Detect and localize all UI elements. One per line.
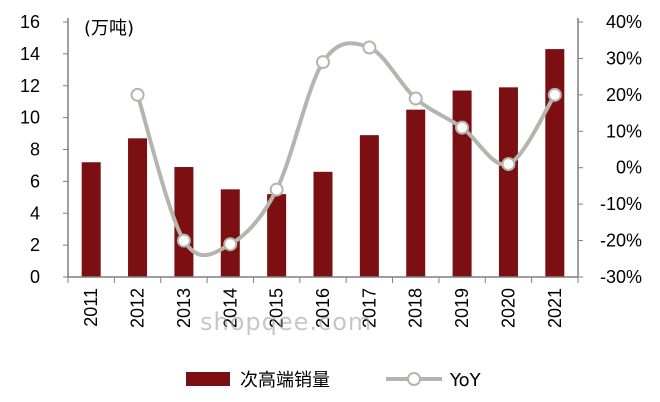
left-tick-label: 14 — [20, 44, 40, 64]
yoy-point-2016 — [316, 55, 330, 70]
x-tick-label: 2019 — [452, 288, 472, 328]
left-tick-label: 0 — [30, 267, 40, 287]
left-tick-label: 6 — [30, 171, 40, 191]
bar-2011 — [81, 162, 101, 277]
left-tick-label: 4 — [30, 203, 40, 223]
right-tick-label: -10% — [600, 194, 642, 214]
bar-2017 — [359, 135, 379, 277]
bar-2016 — [313, 171, 333, 277]
x-tick-label: 2016 — [313, 288, 333, 328]
yoy-point-2017 — [362, 40, 377, 55]
bar-2021 — [545, 49, 565, 277]
legend-bar-swatch — [186, 372, 230, 386]
yoy-point-2019 — [455, 120, 470, 135]
yoy-point-2018 — [408, 91, 423, 106]
legend-line-label: YoY — [449, 370, 482, 391]
bar-2020 — [498, 87, 518, 277]
bar-2018 — [406, 109, 426, 277]
yoy-point-2015 — [269, 182, 284, 197]
yoy-point-2021 — [547, 87, 562, 102]
bar-series — [81, 49, 565, 277]
yoy-point-2012 — [130, 87, 145, 102]
left-tick-label: 10 — [20, 108, 40, 128]
watermark: shopqee.com — [200, 308, 372, 336]
right-tick-label: 30% — [606, 48, 642, 68]
x-tick-label: 2014 — [220, 288, 240, 328]
x-tick-label: 2013 — [174, 288, 194, 328]
legend-line-marker — [407, 372, 421, 386]
x-tick-label: 2015 — [267, 288, 287, 328]
right-tick-label: 40% — [606, 12, 642, 32]
left-tick-label: 2 — [30, 235, 40, 255]
right-tick-label: -20% — [600, 231, 642, 251]
yoy-line-series — [130, 40, 562, 258]
left-axis-unit-label: (万吨) — [84, 18, 134, 39]
legend: 次高端销量 YoY — [186, 370, 482, 391]
x-tick-label: 2020 — [498, 288, 518, 328]
x-tick-label: 2021 — [545, 288, 565, 328]
right-tick-label: 10% — [606, 121, 642, 141]
bar-2015 — [267, 194, 287, 277]
yoy-point-2020 — [501, 157, 516, 172]
legend-bar-label: 次高端销量 — [240, 370, 330, 391]
left-tick-label: 8 — [30, 140, 40, 160]
right-tick-label: 0% — [616, 158, 642, 178]
yoy-point-2014 — [223, 237, 238, 252]
axes: 0 2 4 6 8 10 12 14 16 -30% -20% -10% 0% 10% 20% 30% 40% 2… — [20, 12, 642, 328]
right-tick-label: 20% — [606, 85, 642, 105]
x-tick-label: 2017 — [359, 288, 379, 328]
left-tick-label: 12 — [20, 76, 40, 96]
yoy-line — [135, 41, 557, 258]
x-tick-label: 2012 — [128, 288, 148, 328]
bar-2019 — [452, 90, 472, 277]
left-tick-label: 16 — [20, 12, 40, 32]
x-tick-label: 2011 — [81, 288, 101, 327]
x-tick-label: 2018 — [406, 288, 426, 328]
bar-2014 — [220, 189, 240, 277]
right-tick-label: -30% — [600, 267, 642, 287]
yoy-point-2013 — [176, 233, 191, 248]
bar-2012 — [128, 138, 148, 277]
